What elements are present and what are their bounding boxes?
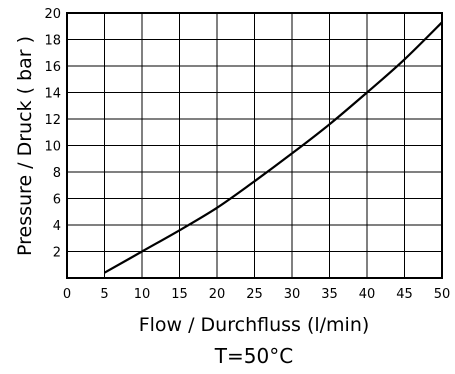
y-tick-labels: 2 4 6 8 10 12 14 16 18 20 (44, 7, 61, 261)
plot-frame (66, 12, 443, 279)
y-tick-label: 12 (44, 113, 61, 128)
series-line-0 (103, 21, 443, 274)
x-axis-label: Flow / Durchfluss (l/min) (139, 314, 370, 336)
series (103, 21, 443, 274)
x-tick-label: 10 (134, 287, 151, 302)
y-tick-label: 2 (53, 246, 61, 261)
y-tick-label: 10 (44, 140, 61, 155)
x-tick-label: 15 (171, 287, 188, 302)
temperature-note: T=50°C (214, 344, 293, 368)
x-tick-label: 35 (321, 287, 338, 302)
y-tick-label: 6 (53, 193, 61, 208)
grid (67, 13, 442, 278)
y-tick-label: 20 (44, 7, 61, 22)
y-tick-label: 16 (44, 60, 61, 75)
x-tick-label: 45 (396, 287, 413, 302)
x-tick-label: 50 (434, 287, 451, 302)
x-tick-labels: 0 5 10 15 20 25 30 35 40 45 50 (63, 287, 450, 302)
x-tick-label: 0 (63, 287, 71, 302)
x-tick-label: 20 (209, 287, 226, 302)
y-tick-label: 18 (44, 34, 61, 49)
x-tick-label: 25 (246, 287, 263, 302)
x-tick-label: 40 (359, 287, 376, 302)
y-axis-label: Pressure / Druck ( bar ) (14, 36, 36, 256)
x-tick-label: 5 (100, 287, 108, 302)
y-tick-label: 4 (53, 219, 61, 234)
x-tick-label: 30 (284, 287, 301, 302)
y-tick-label: 14 (44, 87, 61, 102)
y-tick-label: 8 (53, 166, 61, 181)
